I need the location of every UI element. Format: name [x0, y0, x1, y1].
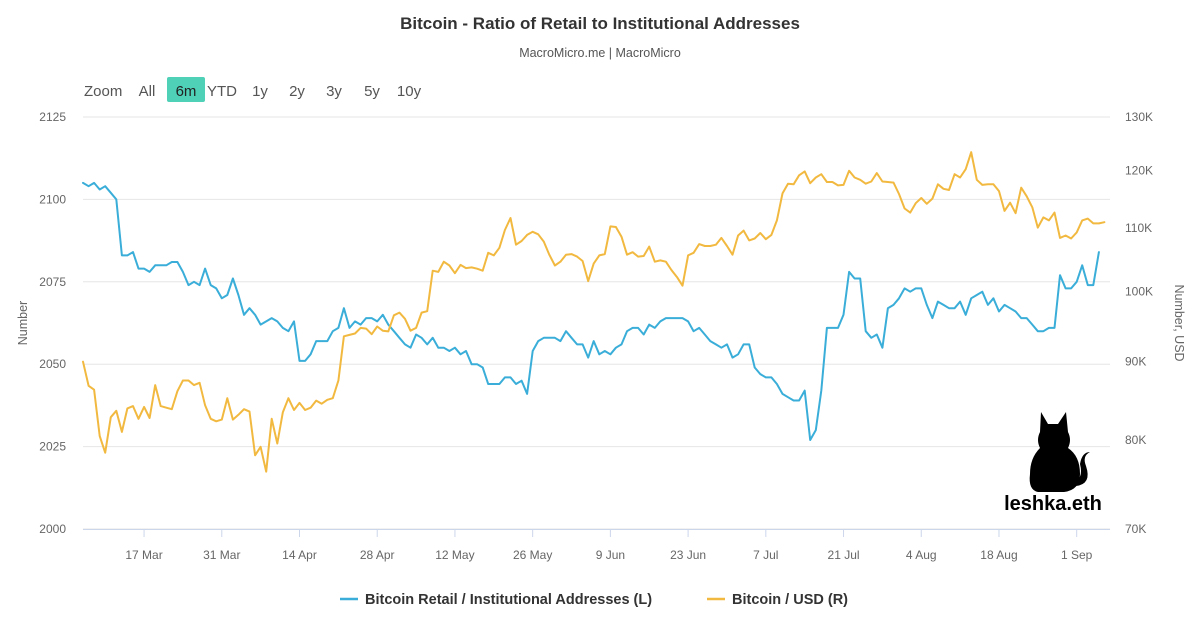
x-axis: 17 Mar 31 Mar 14 Apr 28 Apr 12 May 26 May 9 Ju… — [83, 529, 1110, 562]
x-tick-label: 31 Mar — [203, 548, 240, 562]
legend-label: Bitcoin / USD (R) — [732, 592, 848, 608]
legend: Bitcoin Retail / Institutional Addresses… — [340, 592, 848, 608]
x-tick-label: 21 Jul — [828, 548, 860, 562]
zoom-button-label: YTD — [207, 83, 237, 100]
zoom-button-6m[interactable]: 6m — [167, 77, 205, 102]
watermark-text: leshka.eth — [1004, 493, 1102, 515]
zoom-button-label: 10y — [397, 83, 422, 100]
chart-title: Bitcoin - Ratio of Retail to Institution… — [400, 14, 800, 33]
zoom-button-2y[interactable]: 2y — [289, 83, 305, 100]
zoom-button-label: All — [139, 83, 156, 100]
zoom-label: Zoom — [84, 83, 122, 100]
watermark: leshka.eth — [1004, 412, 1102, 515]
x-tick-label: 7 Jul — [753, 548, 778, 562]
x-tick-label: 14 Apr — [282, 548, 317, 562]
zoom-button-active-bg — [167, 77, 205, 102]
zoom-button-label: 1y — [252, 83, 268, 100]
x-tick-label: 1 Sep — [1061, 548, 1093, 562]
series-line-retail-institutional — [82, 181, 1100, 441]
legend-label: Bitcoin Retail / Institutional Addresses… — [365, 592, 652, 608]
zoom-button-10y[interactable]: 10y — [397, 83, 422, 100]
y-right-tick-label: 130K — [1125, 110, 1153, 124]
zoom-button-label: 3y — [326, 83, 342, 100]
y-left-tick-label: 2075 — [39, 275, 66, 289]
zoom-button-3y[interactable]: 3y — [326, 83, 342, 100]
y-right-tick-label: 80K — [1125, 433, 1146, 447]
y-left-tick-label: 2050 — [39, 357, 66, 371]
x-tick-label: 23 Jun — [670, 548, 706, 562]
legend-item[interactable]: Bitcoin / USD (R) — [707, 592, 848, 608]
x-tick-label: 4 Aug — [906, 548, 937, 562]
grid-lines — [83, 116, 1110, 530]
legend-item[interactable]: Bitcoin Retail / Institutional Addresses… — [340, 592, 652, 608]
y-axis-left-title: Number — [16, 301, 30, 345]
y-left-tick-label: 2025 — [39, 440, 66, 454]
cat-silhouette-icon — [1029, 412, 1090, 492]
series-layer — [82, 151, 1106, 473]
zoom-button-label: 6m — [176, 83, 197, 100]
series-line-bitcoin-usd — [82, 151, 1106, 473]
y-axis-left: 2000 2025 2050 2075 2100 2125 — [39, 110, 66, 536]
zoom-button-label: 5y — [364, 83, 380, 100]
y-left-tick-label: 2000 — [39, 522, 66, 536]
zoom-button-label: 2y — [289, 83, 305, 100]
zoom-button-all[interactable]: All — [139, 83, 156, 100]
y-right-tick-label: 100K — [1125, 285, 1153, 299]
y-right-tick-label: 110K — [1125, 221, 1152, 235]
x-tick-label: 9 Jun — [596, 548, 625, 562]
zoom-bar: Zoom All 6m YTD 1y 2y 3y 5y 10y — [84, 77, 422, 102]
x-tick-label: 26 May — [513, 548, 552, 562]
x-tick-label: 28 Apr — [360, 548, 395, 562]
y-axis-right-title: Number, USD — [1172, 284, 1186, 361]
chart-subtitle: MacroMicro.me | MacroMicro — [519, 46, 681, 60]
y-left-tick-label: 2100 — [39, 192, 66, 206]
x-tick-label: 18 Aug — [980, 548, 1017, 562]
y-right-tick-label: 90K — [1125, 355, 1146, 369]
y-right-tick-label: 120K — [1125, 163, 1153, 177]
zoom-button-ytd[interactable]: YTD — [207, 83, 237, 100]
x-tick-label: 17 Mar — [125, 548, 162, 562]
zoom-button-1y[interactable]: 1y — [252, 83, 268, 100]
y-right-tick-label: 70K — [1125, 522, 1146, 536]
zoom-button-5y[interactable]: 5y — [364, 83, 380, 100]
x-tick-label: 12 May — [435, 548, 474, 562]
y-axis-right: 70K 80K 90K 100K 110K 120K 130K — [1125, 110, 1153, 536]
y-left-tick-label: 2125 — [39, 110, 66, 124]
